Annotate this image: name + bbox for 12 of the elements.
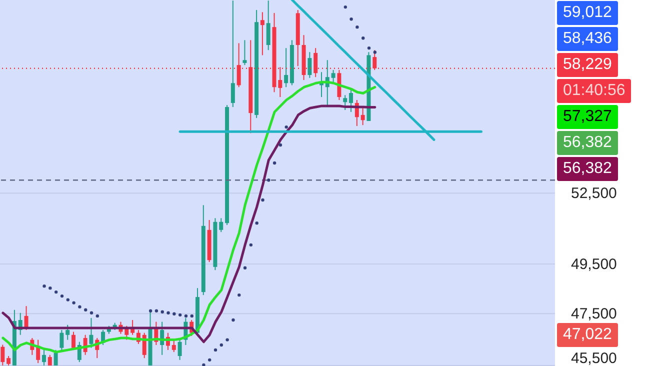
y-tick-label: 45,500 — [571, 350, 617, 366]
y-tick-label: 47,500 — [571, 306, 617, 323]
y-tick-label: 49,500 — [571, 256, 617, 273]
text: 58,229 — [557, 53, 618, 77]
text: 47,022 — [557, 323, 618, 347]
text: 56,382 — [557, 131, 618, 155]
text: 57,327 — [557, 105, 618, 129]
text: 56,382 — [557, 157, 618, 181]
text: 01:40:56 — [557, 79, 632, 103]
text: 59,012 — [557, 1, 618, 25]
y-tick-label: 52,500 — [571, 185, 617, 202]
text: 58,436 — [557, 27, 618, 51]
